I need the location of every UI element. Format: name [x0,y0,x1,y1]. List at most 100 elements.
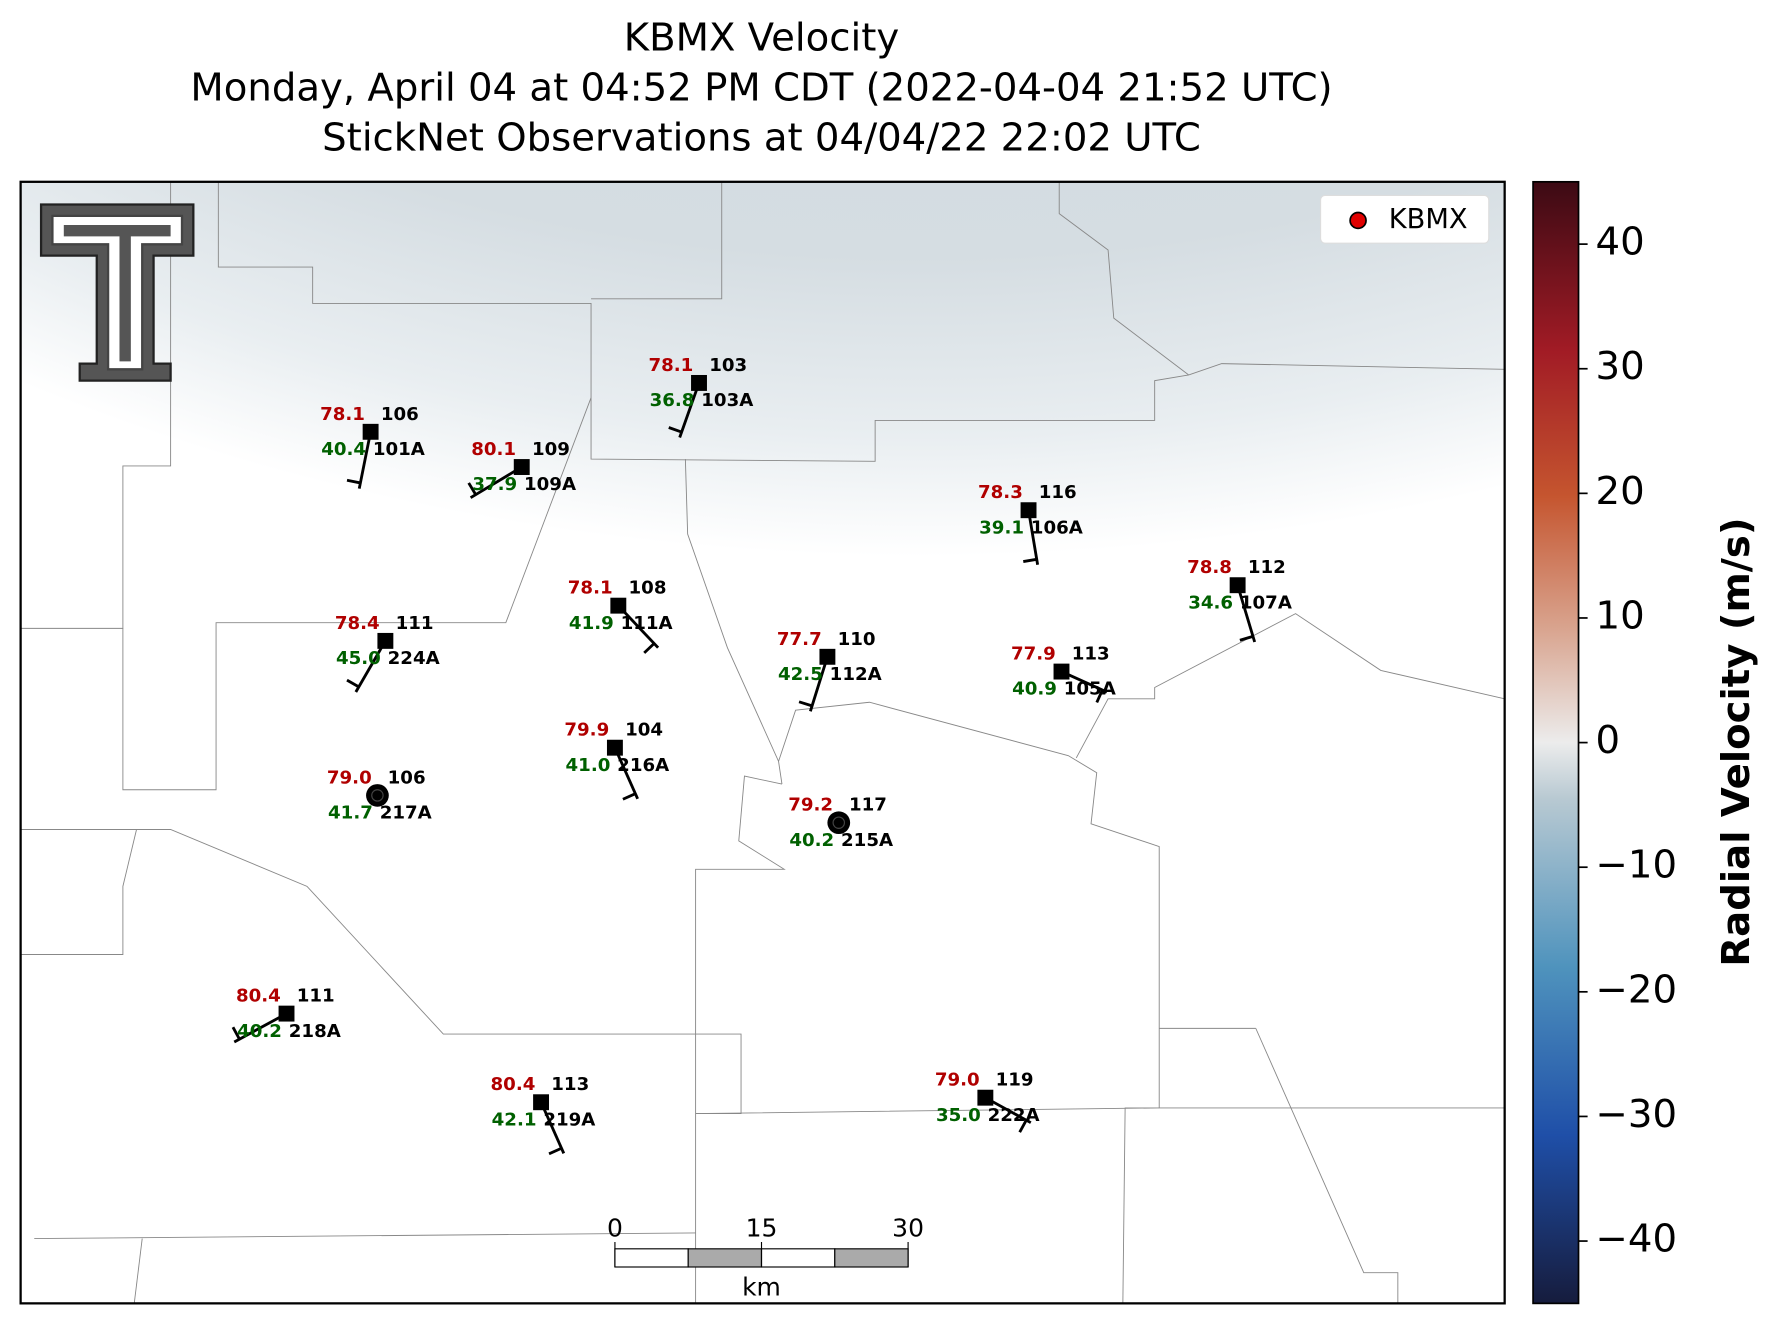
legend-box [1320,194,1490,244]
colorbar: Radial Velocity (m/s) −40 −30 −20 −10 0 10 20 3… [1532,180,1759,1305]
title-line: KBMX Velocity [624,15,899,60]
colorbar-label: Radial Velocity (m/s) [1714,517,1759,966]
station-value: 104 [625,720,663,741]
scale-segment [614,1248,689,1268]
temperature: 78.1 [648,355,693,376]
station-value: 110 [838,629,876,650]
station-id: 105A [1064,679,1116,700]
wind-barb-flag [346,678,360,689]
station-id: 217A [380,803,432,824]
station-value: 106 [381,404,419,425]
station-marker [977,1089,994,1106]
wind-barb-flag [622,792,636,801]
station-marker [362,423,379,440]
temperature: 79.9 [564,720,609,741]
dewpoint: 34.6 [1188,592,1233,613]
station-id: 224A [388,648,440,669]
scale-segment [834,1248,909,1268]
dewpoint: 41.7 [328,803,373,824]
station-marker [819,648,836,665]
dewpoint: 41.9 [569,613,614,634]
dewpoint: 40.2 [789,830,834,851]
dewpoint: 40.9 [1012,679,1057,700]
station-marker [606,739,623,756]
temperature: 78.1 [320,404,365,425]
station-ring [832,816,846,829]
dewpoint: 40.2 [237,1021,282,1042]
station-value: 111 [297,986,335,1007]
station-value: 113 [1072,644,1110,665]
wind-barb-flag [1023,557,1037,563]
wind-barb-flag [1095,689,1104,703]
scale-segment [760,1248,836,1268]
wind-barb-flag [798,700,813,708]
temperature: 80.4 [236,986,281,1007]
station-value: 111 [396,613,434,634]
station-id: 101A [373,439,425,460]
station-id: 216A [617,755,669,776]
logo [39,203,195,382]
temperature: 80.4 [491,1074,536,1095]
temperature: 80.1 [471,439,516,460]
wind-barb [1236,584,1257,643]
station-value: 103 [709,355,747,376]
temperature: 77.7 [777,629,822,650]
scale-unit: km [742,1273,781,1302]
station-id: 109A [524,474,576,495]
scale-bar: km 0 15 30 [607,1214,924,1302]
scale-segment [687,1248,763,1268]
temperature: 79.2 [788,795,833,816]
temperature: 78.3 [978,482,1023,503]
wind-barb-flag [668,426,683,434]
county-lines [20,181,1505,1304]
colorbar-tick-label: 20 [1596,469,1645,514]
dewpoint: 40.4 [321,439,366,460]
radar-field [20,181,1505,909]
station-value: 116 [1039,482,1077,503]
legend: KBMX [1320,194,1490,244]
wind-barb [1027,509,1040,565]
station-ring [371,789,384,802]
station-id: 219A [543,1109,595,1130]
station-marker [1020,502,1037,519]
station-marker [533,1094,550,1111]
station-id: 103A [701,390,753,411]
wind-barb-flag [548,1146,563,1156]
temperature: 78.4 [335,613,380,634]
station-id: 222A [988,1105,1040,1126]
colorbar-tick-label: −10 [1596,843,1678,888]
station-id: 215A [841,830,893,851]
wind-barb [233,1012,288,1044]
title-line: Monday, April 04 at 04:52 PM CDT (2022-0… [190,65,1332,110]
colorbar-tick-label: 10 [1596,593,1645,638]
station-value: 119 [996,1070,1034,1091]
dewpoint: 42.1 [492,1109,537,1130]
colorbar-tick-label: 40 [1596,220,1645,265]
wind-barb [354,640,387,693]
stations: 78.1 103 36.8 103A 78.1 106 40.4 101A 80.1 109 37.… [231,355,1292,1156]
legend-marker [1349,211,1367,230]
station-marker [1229,577,1246,594]
wind-barb-flag [1239,634,1254,642]
station-marker [1053,663,1070,680]
legend-label: KBMX [1389,204,1468,235]
wind-barb-flag [346,478,361,485]
wind-barb-flag [1018,1119,1028,1133]
station-marker [513,459,530,475]
wind-barb [678,382,701,438]
station-value: 113 [551,1074,589,1095]
wind-barb [469,465,523,499]
wind-barb-flag [643,642,656,654]
dewpoint: 41.0 [566,755,611,776]
wind-barb [613,747,639,800]
wind-barb-flag [467,482,477,496]
station-id: 218A [289,1021,341,1042]
station-marker [377,632,394,649]
dewpoint: 36.8 [650,390,695,411]
station-value: 112 [1248,557,1286,578]
temperature: 77.9 [1011,644,1056,665]
colorbar-tick-label: −40 [1596,1217,1678,1262]
wind-barb [539,1101,566,1154]
